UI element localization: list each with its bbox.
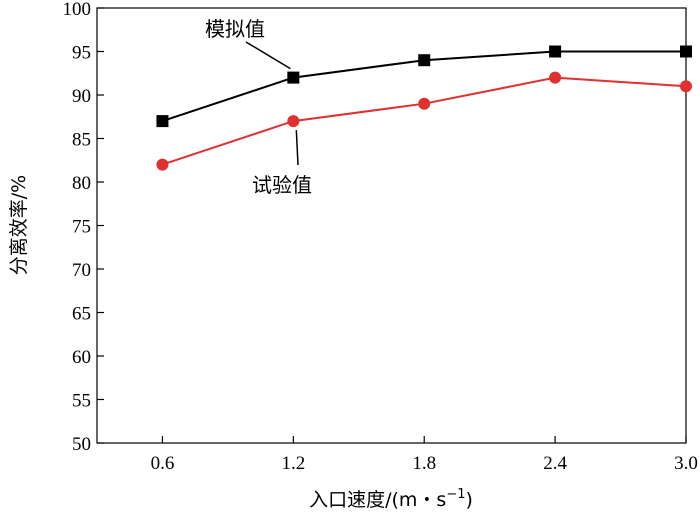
y-tick-label: 70 xyxy=(72,260,91,281)
data-point-square xyxy=(549,45,562,58)
axes: 50 55 60 65 70 75 80 85 90 95 100 0.6 1.2 1.8 2.4 3.0 入口… xyxy=(8,0,698,511)
data-point-square xyxy=(287,71,300,84)
y-tick-label: 65 xyxy=(72,304,91,325)
x-tick-label: 3.0 xyxy=(674,453,698,474)
data-point-circle xyxy=(156,158,169,171)
y-tick-label: 50 xyxy=(72,434,91,455)
data-point-circle xyxy=(680,80,692,93)
annotation-label: 模拟值 xyxy=(205,17,265,41)
y-axis-title: 分离效率/% xyxy=(8,175,30,275)
y-tick-label: 85 xyxy=(72,130,91,151)
data-point-square xyxy=(418,54,431,67)
data-point-square xyxy=(680,45,692,58)
y-tick-label: 55 xyxy=(72,391,91,412)
y-tick-label: 60 xyxy=(72,347,91,368)
data-point-circle xyxy=(418,97,431,110)
y-tick-label: 95 xyxy=(72,43,91,64)
series-layer xyxy=(156,45,692,171)
y-tick-label: 75 xyxy=(72,217,91,238)
data-point-circle xyxy=(287,115,300,128)
x-tick-label: 1.2 xyxy=(281,453,305,474)
plot-frame xyxy=(96,7,687,444)
y-tick-label: 90 xyxy=(72,86,91,107)
data-point-circle xyxy=(549,71,562,84)
y-tick-label: 100 xyxy=(63,0,92,20)
series-line-2 xyxy=(162,76,687,166)
y-tick-label: 80 xyxy=(72,173,91,194)
x-tick-label: 0.6 xyxy=(151,453,175,474)
data-point-square xyxy=(156,115,169,128)
annotation-label: 试验值 xyxy=(252,173,312,197)
annotation-leader xyxy=(295,130,299,166)
x-axis-title: 入口速度/(m・s−1) xyxy=(309,487,473,511)
x-tick-label: 1.8 xyxy=(412,453,436,474)
x-tick-label: 2.4 xyxy=(543,453,567,474)
annotation-leader xyxy=(245,41,291,70)
